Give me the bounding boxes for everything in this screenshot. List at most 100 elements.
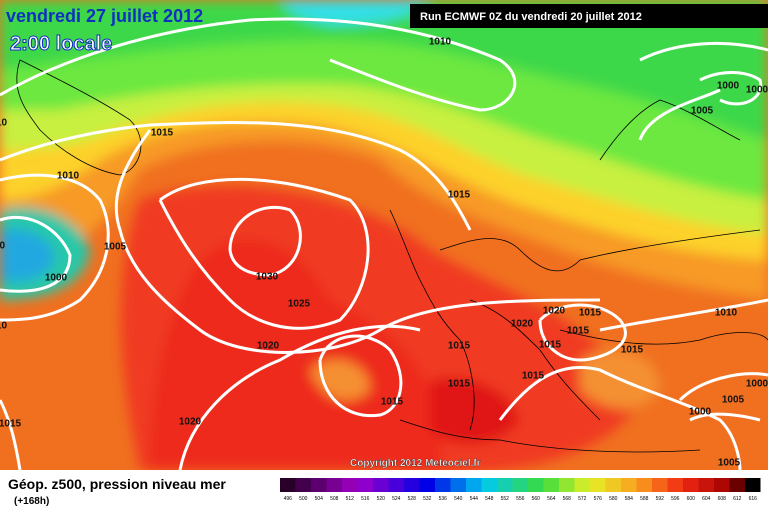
scale-swatch xyxy=(357,478,373,492)
color-scale: 496 500 504 508 512 516 520 524 528 532 536 540 544 5… xyxy=(280,478,761,502)
footer-title: Géop. z500, pression niveau mer xyxy=(8,476,226,492)
isobar-label: 1015 xyxy=(567,326,590,337)
scale-swatch xyxy=(481,478,497,492)
forecast-time: 2:00 locale xyxy=(10,33,112,55)
scale-swatch xyxy=(326,478,342,492)
isobar-label: 1000 xyxy=(717,81,740,92)
scale-swatch xyxy=(574,478,590,492)
coastlines xyxy=(16,59,768,453)
scale-label: 520 xyxy=(377,496,386,502)
scale-swatch xyxy=(605,478,621,492)
run-banner xyxy=(410,4,768,28)
scale-label: 604 xyxy=(702,496,711,502)
isobar-label: 1005 xyxy=(722,395,745,406)
isobar-label: 1015 xyxy=(0,419,22,430)
scale-swatch xyxy=(683,478,699,492)
scale-swatch xyxy=(373,478,389,492)
scale-swatch xyxy=(435,478,451,492)
scale-swatch xyxy=(714,478,730,492)
isobar-label: 1020 xyxy=(511,319,534,330)
isobar-label: 1000 xyxy=(746,85,768,96)
scale-swatch xyxy=(497,478,513,492)
scale-label: 516 xyxy=(361,496,370,502)
scale-swatch xyxy=(559,478,575,492)
scale-swatch xyxy=(466,478,482,492)
scale-label: 596 xyxy=(671,496,680,502)
scale-label: 528 xyxy=(408,496,417,502)
run-info: Run ECMWF 0Z du vendredi 20 juillet 2012 xyxy=(420,11,642,23)
scale-label: 580 xyxy=(609,496,618,502)
scale-swatch xyxy=(745,478,761,492)
scale-label: 512 xyxy=(346,496,355,502)
footer-lead: (+168h) xyxy=(14,496,49,507)
scale-label: 576 xyxy=(594,496,603,502)
isobar-label: 1015 xyxy=(448,341,471,352)
scale-swatch xyxy=(342,478,358,492)
isobar-label: 1015 xyxy=(522,371,545,382)
isobar-label: 1015 xyxy=(539,340,562,351)
scale-label: 612 xyxy=(733,496,742,502)
scale-label: 560 xyxy=(532,496,541,502)
isobar-label: 1010 xyxy=(57,171,80,182)
isobar-label: 1000 xyxy=(0,241,6,252)
isobar-label: 1015 xyxy=(151,128,174,139)
isobar-label: 1015 xyxy=(448,190,471,201)
scale-label: 548 xyxy=(485,496,494,502)
isobar-label: 1010 xyxy=(429,37,452,48)
isobar-label: 1005 xyxy=(104,242,127,253)
scale-swatch xyxy=(280,478,296,492)
scale-label: 588 xyxy=(640,496,649,502)
isobar-label: 1025 xyxy=(288,299,311,310)
scale-label: 540 xyxy=(454,496,463,502)
isobar-label: 1000 xyxy=(689,407,712,418)
scale-swatch xyxy=(512,478,528,492)
isobar-label: 1010 xyxy=(715,308,738,319)
scale-swatch xyxy=(388,478,404,492)
scale-label: 496 xyxy=(284,496,293,502)
isobar-label: 1015 xyxy=(381,397,404,408)
scale-label: 524 xyxy=(392,496,401,502)
scale-label: 568 xyxy=(563,496,572,502)
scale-swatch xyxy=(311,478,327,492)
scale-swatch xyxy=(652,478,668,492)
scale-swatch xyxy=(729,478,745,492)
isobar-label: 1010 xyxy=(0,118,8,129)
scale-swatch xyxy=(450,478,466,492)
isobar-label: 1020 xyxy=(543,306,566,317)
isobar-label: 1005 xyxy=(718,458,741,469)
scale-swatch xyxy=(621,478,637,492)
isobar-label: 1015 xyxy=(448,379,471,390)
scale-swatch xyxy=(295,478,311,492)
scale-swatch xyxy=(636,478,652,492)
scale-label: 500 xyxy=(299,496,308,502)
isobars xyxy=(0,17,768,470)
scale-swatch xyxy=(667,478,683,492)
isobar-label: 1000 xyxy=(45,273,68,284)
isobar-label: 1010 xyxy=(0,321,8,332)
forecast-date: vendredi 27 juillet 2012 xyxy=(6,6,203,26)
scale-swatch xyxy=(543,478,559,492)
scale-label: 600 xyxy=(687,496,696,502)
scale-label: 556 xyxy=(516,496,525,502)
scale-swatch xyxy=(698,478,714,492)
scale-swatch xyxy=(590,478,606,492)
isobar-labels: 1010 1000 1000 1005 1010 1015 1010 1015 1005 1000… xyxy=(0,37,768,469)
scale-label: 532 xyxy=(423,496,432,502)
isobar-label: 1015 xyxy=(621,345,644,356)
scale-label: 508 xyxy=(330,496,339,502)
isobar-label: 1005 xyxy=(691,106,714,117)
scale-label: 544 xyxy=(470,496,479,502)
scale-label: 572 xyxy=(578,496,587,502)
scale-label: 608 xyxy=(718,496,727,502)
scale-swatch xyxy=(404,478,420,492)
isobar-label: 1020 xyxy=(257,341,280,352)
scale-label: 504 xyxy=(315,496,324,502)
isobar-label: 1015 xyxy=(579,308,602,319)
scale-label: 592 xyxy=(656,496,665,502)
isobar-label: 1020 xyxy=(179,417,202,428)
scale-swatch xyxy=(419,478,435,492)
scale-label: 536 xyxy=(439,496,448,502)
scale-label: 564 xyxy=(547,496,556,502)
field xyxy=(0,0,768,470)
scale-swatch xyxy=(528,478,544,492)
